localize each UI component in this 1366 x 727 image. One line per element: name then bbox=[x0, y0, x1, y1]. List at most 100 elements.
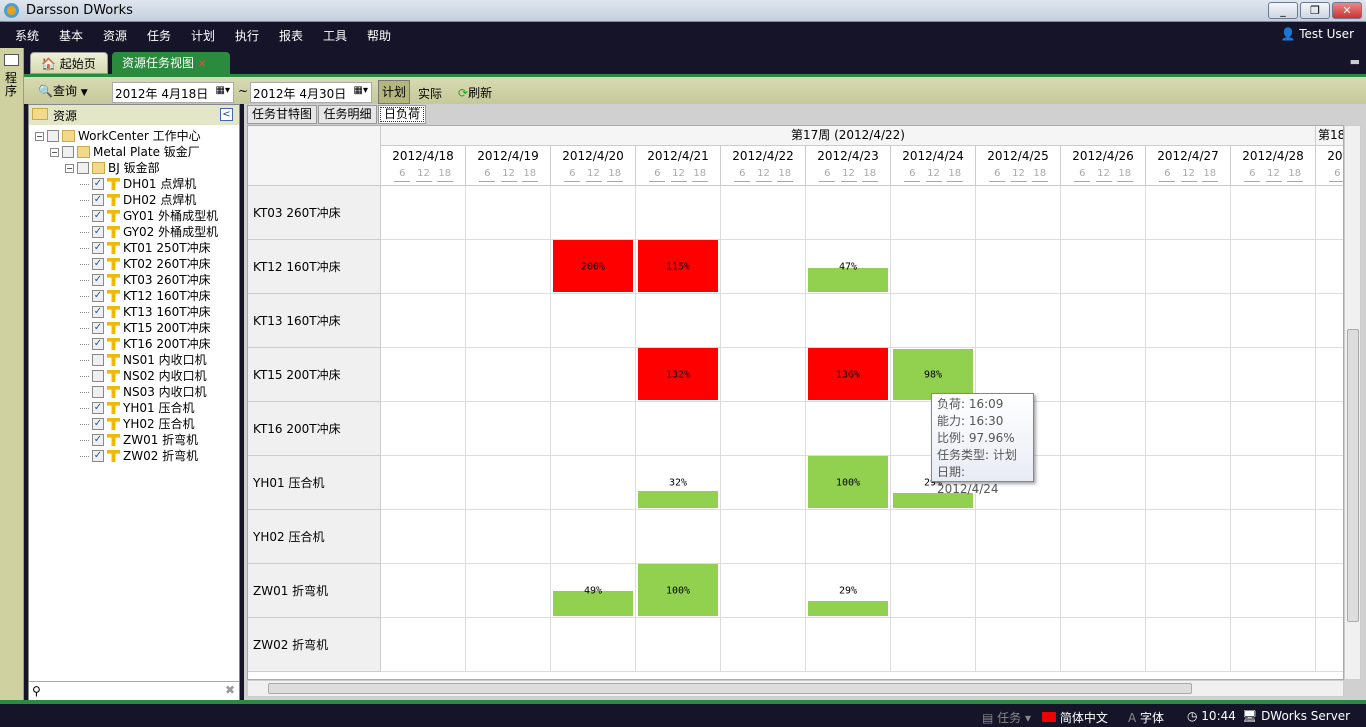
load-cell[interactable] bbox=[976, 618, 1061, 672]
load-cell[interactable] bbox=[636, 294, 721, 348]
tab-gantt[interactable]: 任务甘特图 bbox=[247, 105, 317, 124]
load-cell[interactable] bbox=[1061, 186, 1146, 240]
checkbox[interactable]: ✓ bbox=[92, 450, 104, 462]
load-cell[interactable] bbox=[1316, 240, 1343, 294]
load-cell[interactable]: 200% bbox=[551, 240, 636, 294]
load-cell[interactable] bbox=[551, 348, 636, 402]
load-bar[interactable] bbox=[893, 349, 973, 400]
close-tab-icon[interactable]: ✕ bbox=[197, 59, 207, 70]
load-cell[interactable] bbox=[466, 402, 551, 456]
load-cell[interactable] bbox=[1061, 456, 1146, 510]
load-bar[interactable] bbox=[638, 348, 718, 400]
checkbox[interactable]: ✓ bbox=[92, 306, 104, 318]
load-cell[interactable] bbox=[1061, 348, 1146, 402]
tree-item[interactable]: ✓ DH01 点焊机 bbox=[80, 176, 198, 192]
load-cell[interactable] bbox=[1146, 564, 1231, 618]
load-cell[interactable] bbox=[636, 402, 721, 456]
checkbox[interactable]: ✓ bbox=[92, 322, 104, 334]
load-cell[interactable] bbox=[1316, 186, 1343, 240]
load-cell[interactable] bbox=[1316, 402, 1343, 456]
tab-detail[interactable]: 任务明细 bbox=[318, 105, 377, 124]
font-selector[interactable]: A 字体 bbox=[1128, 711, 1165, 725]
load-cell[interactable] bbox=[381, 510, 466, 564]
horizontal-scroll-thumb[interactable] bbox=[268, 683, 1192, 694]
tree-item[interactable]: − BJ 钣金部 bbox=[65, 160, 161, 176]
load-cell[interactable] bbox=[976, 456, 1061, 510]
load-cell[interactable] bbox=[721, 564, 806, 618]
load-cell[interactable]: 32% bbox=[636, 456, 721, 510]
checkbox[interactable]: ✓ bbox=[92, 178, 104, 190]
load-cell[interactable] bbox=[976, 186, 1061, 240]
load-bar[interactable] bbox=[808, 348, 888, 400]
program-sidebar[interactable]: 程序 bbox=[0, 48, 24, 700]
checkbox[interactable] bbox=[92, 370, 104, 382]
tree-item[interactable]: NS01 内收口机 bbox=[80, 352, 208, 368]
load-cell[interactable] bbox=[721, 240, 806, 294]
tab-resource-task-view[interactable]: 资源任务视图 ✕ bbox=[112, 52, 230, 74]
checkbox[interactable]: ✓ bbox=[92, 194, 104, 206]
load-cell[interactable] bbox=[636, 510, 721, 564]
load-cell[interactable]: 49% bbox=[551, 564, 636, 618]
expand-toggle-icon[interactable]: − bbox=[65, 163, 74, 173]
load-cell[interactable]: 29% bbox=[806, 564, 891, 618]
load-cell[interactable] bbox=[381, 294, 466, 348]
menu-item[interactable]: 资源 bbox=[103, 29, 128, 43]
load-bar[interactable] bbox=[808, 600, 888, 616]
load-cell[interactable] bbox=[721, 510, 806, 564]
checkbox[interactable]: ✓ bbox=[92, 290, 104, 302]
clear-search-icon[interactable]: ✖ bbox=[224, 683, 235, 697]
menu-item[interactable]: 执行 bbox=[235, 29, 260, 43]
load-cell[interactable] bbox=[1061, 402, 1146, 456]
load-cell[interactable] bbox=[721, 348, 806, 402]
load-cell[interactable] bbox=[1146, 510, 1231, 564]
tree-item[interactable]: − WorkCenter 工作中心 bbox=[35, 128, 202, 144]
tree-item[interactable]: ✓ ZW01 折弯机 bbox=[80, 432, 200, 448]
load-cell[interactable]: 100% bbox=[806, 456, 891, 510]
load-cell[interactable] bbox=[1316, 618, 1343, 672]
load-cell[interactable] bbox=[1231, 402, 1316, 456]
checkbox[interactable]: ✓ bbox=[92, 418, 104, 430]
load-cell[interactable] bbox=[1231, 564, 1316, 618]
load-cell[interactable] bbox=[1061, 564, 1146, 618]
close-button[interactable]: ✕ bbox=[1332, 2, 1362, 19]
load-cell[interactable] bbox=[466, 348, 551, 402]
load-cell[interactable] bbox=[1146, 186, 1231, 240]
calendar-icon[interactable]: ▦▾ bbox=[215, 85, 230, 96]
load-cell[interactable] bbox=[1231, 510, 1316, 564]
load-cell[interactable] bbox=[1146, 348, 1231, 402]
load-cell[interactable] bbox=[891, 294, 976, 348]
load-cell[interactable] bbox=[891, 186, 976, 240]
checkbox[interactable]: ✓ bbox=[92, 338, 104, 350]
load-cell[interactable] bbox=[466, 186, 551, 240]
checkbox[interactable] bbox=[92, 354, 104, 366]
load-bar[interactable] bbox=[638, 240, 718, 292]
load-cell[interactable] bbox=[381, 240, 466, 294]
tree-item[interactable]: ✓ GY01 外桶成型机 bbox=[80, 208, 220, 224]
load-cell[interactable] bbox=[466, 294, 551, 348]
load-cell[interactable] bbox=[1231, 240, 1316, 294]
load-cell[interactable] bbox=[806, 294, 891, 348]
load-cell[interactable] bbox=[1061, 240, 1146, 294]
load-cell[interactable] bbox=[466, 564, 551, 618]
load-cell[interactable] bbox=[1061, 618, 1146, 672]
pin-icon[interactable]: ▬ bbox=[1349, 55, 1360, 68]
tree-item[interactable]: NS03 内收口机 bbox=[80, 384, 208, 400]
tree-item[interactable]: ✓ KT02 260T冲床 bbox=[80, 256, 212, 272]
collapse-panel-button[interactable]: < bbox=[220, 108, 233, 121]
load-cell[interactable] bbox=[381, 618, 466, 672]
load-cell[interactable] bbox=[466, 456, 551, 510]
checkbox[interactable]: ✓ bbox=[92, 210, 104, 222]
load-cell[interactable] bbox=[1316, 294, 1343, 348]
load-cell[interactable] bbox=[1316, 456, 1343, 510]
load-cell[interactable] bbox=[636, 618, 721, 672]
vertical-scrollbar[interactable] bbox=[1344, 125, 1361, 680]
load-cell[interactable] bbox=[891, 240, 976, 294]
menu-item[interactable]: 帮助 bbox=[367, 29, 392, 43]
checkbox[interactable]: ✓ bbox=[92, 242, 104, 254]
menu-item[interactable]: 计划 bbox=[191, 29, 216, 43]
expand-toggle-icon[interactable]: − bbox=[35, 131, 44, 141]
load-cell[interactable] bbox=[1231, 294, 1316, 348]
menu-item[interactable]: 任务 bbox=[147, 29, 172, 43]
load-cell[interactable] bbox=[891, 564, 976, 618]
load-cell[interactable] bbox=[806, 402, 891, 456]
